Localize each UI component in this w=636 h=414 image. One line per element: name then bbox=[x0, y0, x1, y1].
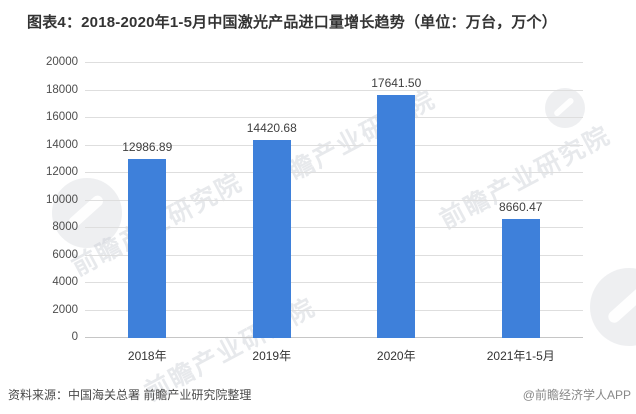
x-tick-label: 2021年1-5月 bbox=[486, 349, 555, 363]
bar-2019年 bbox=[252, 139, 291, 338]
y-tick-label: 6000 bbox=[52, 248, 78, 261]
chart-title: 图表4：2018-2020年1-5月中国激光产品进口量增长趋势（单位：万台，万个… bbox=[27, 14, 557, 31]
gridline bbox=[85, 89, 583, 91]
x-tick-label: 2020年 bbox=[376, 349, 416, 363]
y-tick-label: 20000 bbox=[46, 56, 78, 68]
y-tick-label: 0 bbox=[71, 331, 78, 343]
x-tick-label: 2018年 bbox=[127, 349, 167, 363]
gridline bbox=[85, 117, 583, 118]
x-axis-line bbox=[85, 337, 583, 338]
y-tick-label: 16000 bbox=[46, 111, 78, 123]
bar-slot: 12986.89 2018年 bbox=[85, 63, 210, 363]
bar-slot: 8660.47 2021年1-5月 bbox=[459, 63, 584, 363]
bar-2020年 bbox=[377, 95, 416, 338]
y-tick-label: 14000 bbox=[46, 138, 78, 151]
bar-2018年 bbox=[128, 159, 167, 338]
y-tick-label: 4000 bbox=[52, 276, 78, 288]
gridline bbox=[85, 144, 583, 146]
watermark-logo-icon bbox=[545, 88, 585, 128]
y-tick-label: 18000 bbox=[46, 83, 78, 96]
plot-area: 12986.89 2018年 14420.68 2019年 17641.50 2020年 8… bbox=[85, 62, 584, 363]
bar-value-label: 12986.89 bbox=[122, 140, 173, 155]
credit-text: @前瞻经济学人APP bbox=[522, 388, 631, 402]
gridline bbox=[85, 282, 583, 283]
y-tick-label: 8000 bbox=[52, 221, 78, 233]
bar-2021年1-5月 bbox=[501, 218, 540, 338]
gridline bbox=[85, 227, 583, 228]
bar-slot: 14420.68 2019年 bbox=[210, 63, 335, 363]
y-tick-label: 10000 bbox=[46, 193, 78, 206]
x-tick-label: 2019年 bbox=[252, 349, 292, 363]
gridline bbox=[85, 199, 583, 201]
gridline bbox=[85, 172, 583, 173]
watermark-logo-icon bbox=[590, 268, 636, 346]
gridline bbox=[85, 254, 583, 256]
bar-value-label: 14420.68 bbox=[246, 120, 297, 135]
source-text: 资料来源：中国海关总署 前瞻产业研究院整理 bbox=[8, 388, 252, 402]
y-tick-label: 2000 bbox=[52, 303, 78, 316]
bar-value-label: 17641.50 bbox=[371, 76, 422, 91]
gridline bbox=[85, 62, 583, 63]
bar-slot: 17641.50 2020年 bbox=[334, 63, 459, 363]
gridline bbox=[85, 309, 583, 311]
watermark-logo-icon bbox=[52, 178, 122, 248]
y-tick-label: 12000 bbox=[46, 166, 78, 178]
bar-value-label: 8660.47 bbox=[499, 199, 543, 214]
